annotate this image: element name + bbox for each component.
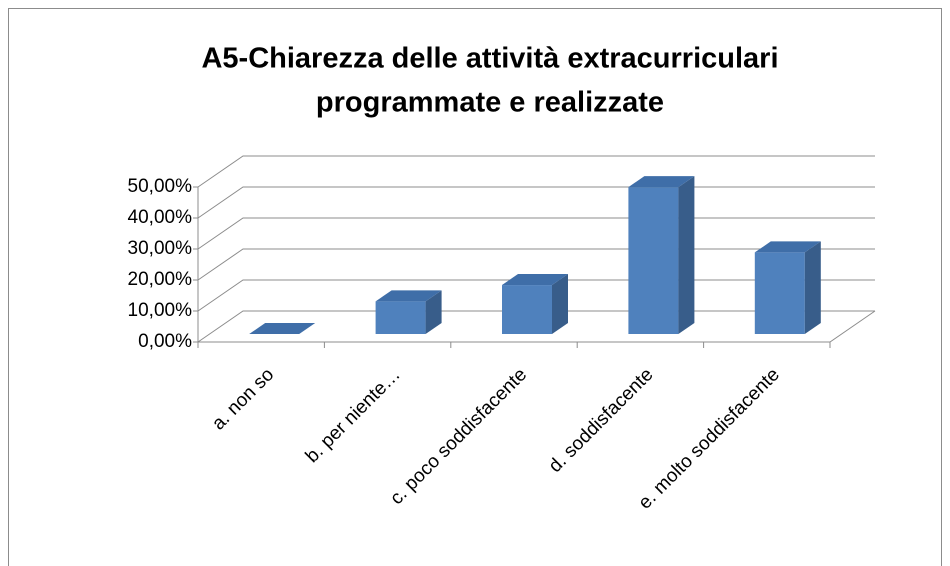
bar-side: [552, 274, 568, 334]
bar-front: [628, 187, 679, 334]
chart-subtitle: programmate e realizzate: [316, 87, 664, 119]
chart-title: A5-Chiarezza delle attività extracurricu…: [201, 43, 778, 75]
y-tick-label: 10,00%: [128, 300, 193, 321]
bar-top: [628, 176, 695, 188]
bar-top: [249, 323, 316, 334]
bar-top: [375, 290, 442, 302]
y-tick-label: 50,00%: [128, 176, 193, 197]
bar-side: [678, 176, 695, 334]
bar-front: [502, 285, 552, 334]
bar-side: [804, 241, 821, 334]
bar-front: [375, 301, 426, 334]
y-tick-label: 40,00%: [128, 207, 193, 228]
bar-top: [502, 274, 568, 286]
grid-line: [197, 155, 875, 188]
bar-side: [425, 290, 442, 334]
bar-top: [754, 241, 821, 253]
y-tick-label: 0,00%: [138, 331, 192, 352]
bar-front: [754, 252, 805, 334]
y-tick-label: 20,00%: [128, 269, 193, 290]
y-tick-label: 30,00%: [128, 238, 193, 259]
